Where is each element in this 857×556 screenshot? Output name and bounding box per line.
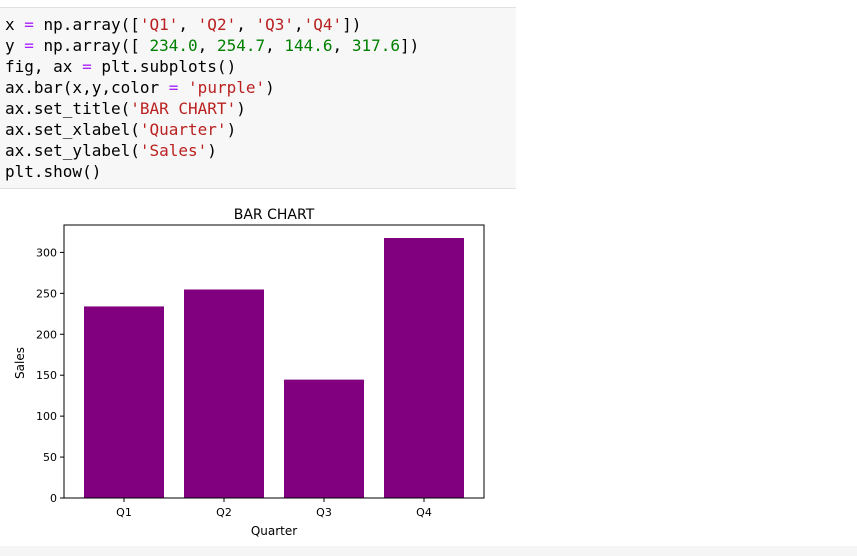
y-tick-label: 50 [43,451,57,464]
code-token: 'BAR CHART' [130,99,237,118]
code-token: np.array([ [33,36,150,55]
y-tick-label: 0 [50,492,57,505]
bar-q4 [384,238,464,498]
code-editor[interactable]: x = np.array(['Q1', 'Q2', 'Q3','Q4']) y =… [5,14,419,182]
code-token: 254.7 [216,36,266,55]
code-token: ) [236,99,246,118]
chart-title: BAR CHART [234,207,315,223]
code-token: , [294,15,304,34]
code-line: ax.set_ylabel('Sales') [5,140,419,161]
code-token: 317.6 [351,36,400,55]
code-token: ax.set_title( [5,99,131,118]
code-token [178,78,188,97]
code-token: , [197,36,217,55]
code-token: ) [226,120,237,139]
code-line: fig, ax = plt.subplots() [5,56,419,77]
code-token: = [168,78,179,97]
code-token: 'Q4' [303,15,343,34]
axes-frame [63,224,485,499]
code-token: 'purple' [188,78,266,97]
code-token: = [82,57,92,76]
code-line: x = np.array(['Q1', 'Q2', 'Q3','Q4']) [5,14,419,35]
code-token: x [5,15,25,34]
code-token: ax.set_xlabel( [5,120,140,139]
code-token: ) [207,141,217,160]
code-token: ax.bar(x,y,color [5,78,169,97]
bar-chart: BAR CHART Quarter Sales Q1 Q2 Q3 Q4 0 50 100 15… [13,207,485,538]
y-tick-label: 200 [36,328,57,341]
code-token: plt.show() [5,162,102,181]
bar-q3 [284,379,364,498]
code-token: ) [265,78,275,97]
x-axis-label: Quarter [251,524,297,538]
x-tick-label: Q2 [216,506,232,519]
code-token: 'Quarter' [139,120,227,139]
x-tick-label: Q3 [316,506,332,519]
code-token: = [24,36,34,55]
code-line: ax.set_xlabel('Quarter') [5,119,419,140]
code-token: plt.subplots() [91,57,237,76]
code-token: np.array([ [33,15,140,34]
x-tick-label: Q4 [416,506,432,519]
bar-q2 [184,289,264,498]
footer-strip [0,546,857,556]
code-line: ax.bar(x,y,color = 'purple') [5,77,419,98]
code-token: ax.set_ylabel( [5,141,140,160]
y-tick-label: 250 [36,287,57,300]
code-line: plt.show() [5,161,419,182]
code-token: 'Sales' [139,141,208,160]
code-token: , [332,36,352,55]
code-cell[interactable]: x = np.array(['Q1', 'Q2', 'Q3','Q4']) y =… [0,7,516,189]
x-tick-label: Q1 [116,506,132,519]
y-tick-label: 100 [36,410,57,423]
code-token: y [5,36,25,55]
code-token: fig, ax [5,57,83,76]
y-axis-label: Sales [13,347,27,379]
code-token: , [236,15,256,34]
code-token: 234.0 [149,36,198,55]
y-tick-label: 150 [36,369,57,382]
output-area: BAR CHART Quarter Sales Q1 Q2 Q3 Q4 0 50 100 15… [0,190,516,546]
code-token: 144.6 [284,36,333,55]
code-line: ax.set_title('BAR CHART') [5,98,419,119]
code-token: ]) [342,15,362,34]
code-token: 'Q1' [139,15,179,34]
code-token: 'Q2' [197,15,237,34]
code-line: y = np.array([ 234.0, 254.7, 144.6, 317.… [5,35,419,56]
y-tick-label: 300 [36,246,57,259]
code-token: , [265,36,285,55]
code-token: 'Q3' [255,15,294,34]
code-token: , [178,15,198,34]
bar-q1 [84,306,164,498]
code-token: = [24,15,34,34]
code-token: ]) [399,36,420,55]
